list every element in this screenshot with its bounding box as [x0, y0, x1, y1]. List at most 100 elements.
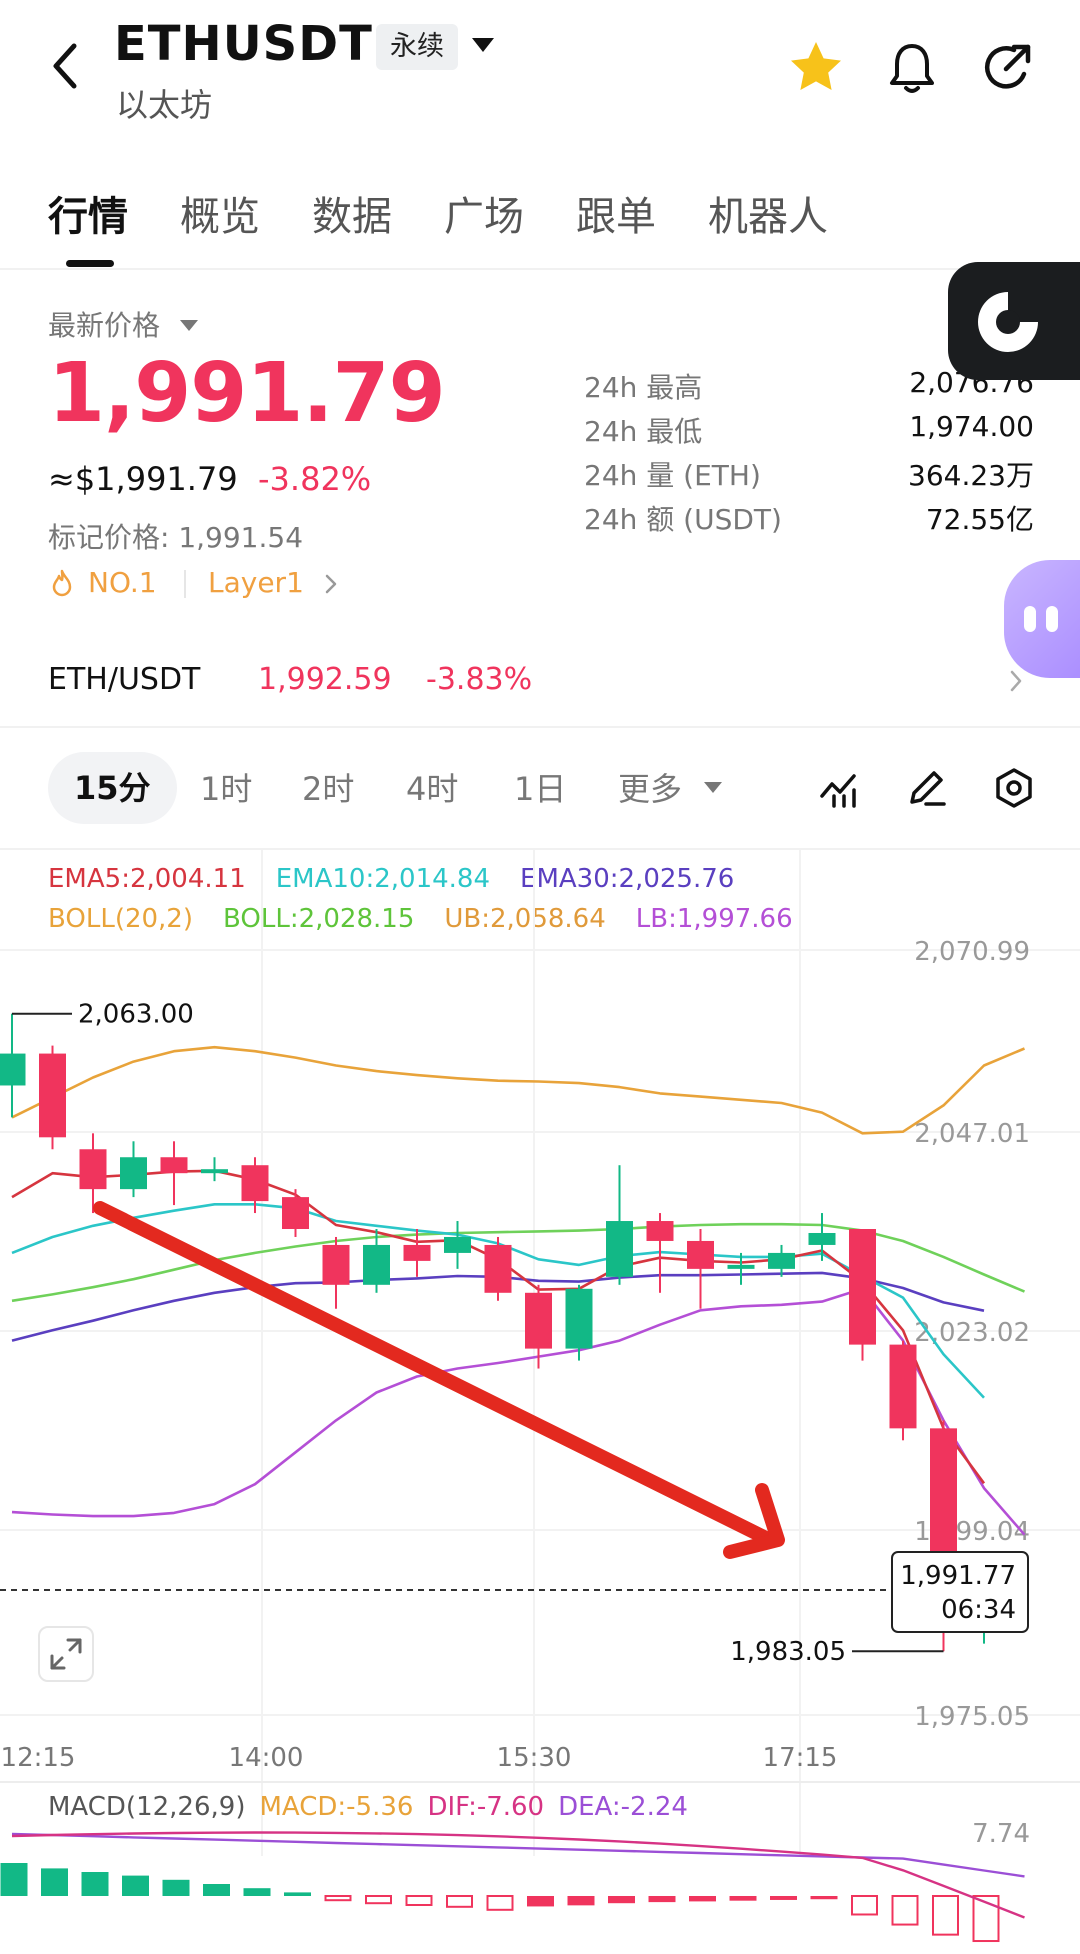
- assistant-float-button[interactable]: [1004, 560, 1080, 678]
- price-axis-label: 2,023.02: [914, 1318, 1030, 1348]
- chevron-down-icon[interactable]: [472, 38, 494, 52]
- share-icon[interactable]: [976, 36, 1040, 100]
- stat-label: 24h 最高: [584, 371, 703, 404]
- fire-icon: [52, 569, 72, 597]
- interval-15m[interactable]: 15分: [48, 752, 177, 824]
- fullscreen-button[interactable]: [38, 1626, 94, 1682]
- candle-body: [565, 1288, 593, 1349]
- indicator-icon[interactable]: [818, 766, 862, 810]
- stat-volume: 24h 量 (ETH) 364.23万: [584, 454, 1034, 494]
- header: ETHUSDT 永续 以太坊: [0, 0, 1080, 140]
- chevron-down-icon[interactable]: [180, 320, 198, 331]
- macd-bar: [122, 1875, 149, 1896]
- candle-body: [120, 1157, 147, 1190]
- candle-body: [403, 1244, 431, 1261]
- macd-bar: [41, 1868, 68, 1896]
- macd-bar: [932, 1895, 959, 1936]
- boll-legend: BOLL(20,2) BOLL:2,028.15 UB:2,058.64 LB:1,9…: [48, 904, 823, 934]
- chevron-right-icon[interactable]: [322, 572, 340, 596]
- macd-bar: [486, 1895, 514, 1911]
- interval-more[interactable]: 更多: [618, 770, 683, 808]
- back-icon[interactable]: [44, 36, 88, 96]
- macd-bar: [689, 1896, 716, 1902]
- macd-value: MACD:-5.36: [259, 1792, 414, 1822]
- macd-legend: MACD(12,26,9) MACD:-5.36 DIF:-7.60 DEA:-2.2…: [48, 1792, 718, 1822]
- time-axis-label: 14:00: [229, 1743, 304, 1773]
- macd-axis-label: 7.74: [972, 1819, 1030, 1849]
- divider: [0, 726, 1080, 728]
- macd-bar: [810, 1896, 838, 1900]
- ema10-value: EMA10:2,014.84: [275, 864, 491, 894]
- macd-bar: [770, 1896, 797, 1900]
- macd-bar: [405, 1895, 433, 1906]
- stat-label: 24h 额 (USDT): [584, 503, 782, 536]
- dea-value: DEA:-2.24: [558, 1792, 688, 1822]
- dif-line: [11, 1831, 1025, 1919]
- time-axis-label: 17:15: [763, 1743, 838, 1773]
- macd-bar: [0, 1863, 28, 1896]
- candle-body: [201, 1169, 228, 1174]
- candle-body: [687, 1240, 714, 1269]
- spot-pair-row[interactable]: ETH/USDT 1,992.59 -3.83%: [0, 652, 1080, 712]
- tab-market[interactable]: 行情: [48, 194, 128, 240]
- interval-2h[interactable]: 2时: [302, 770, 355, 808]
- tab-data[interactable]: 数据: [312, 194, 392, 240]
- candle-body: [444, 1236, 471, 1253]
- stat-value: 1,974.00: [909, 410, 1034, 443]
- sector-tag[interactable]: Layer1: [208, 566, 304, 599]
- mark-price: 标记价格: 1,991.54: [48, 521, 304, 554]
- price-axis-label: 2,047.01: [914, 1119, 1030, 1149]
- star-icon[interactable]: [784, 36, 848, 100]
- tag-divider: [184, 570, 186, 598]
- divider: [0, 848, 1080, 850]
- macd-bar: [81, 1872, 109, 1896]
- candle-body: [363, 1244, 390, 1285]
- chevron-down-icon[interactable]: [704, 782, 722, 793]
- macd-bar: [729, 1896, 757, 1901]
- settings-icon[interactable]: [992, 766, 1036, 810]
- main-tabs: 行情 概览 数据 广场 跟单 机器人: [0, 176, 1080, 268]
- rank-tag[interactable]: NO.1: [88, 566, 157, 599]
- candle-body: [241, 1165, 269, 1202]
- tab-copy-trade[interactable]: 跟单: [576, 194, 656, 240]
- dif-value: DIF:-7.60: [427, 1792, 545, 1822]
- macd-bar: [608, 1896, 635, 1904]
- ema5-line: [11, 1169, 986, 1485]
- draw-icon[interactable]: [904, 766, 948, 810]
- candle-body: [282, 1197, 309, 1230]
- tab-square[interactable]: 广场: [444, 194, 524, 240]
- contract-type-badge[interactable]: 永续: [376, 24, 458, 70]
- tab-bots[interactable]: 机器人: [708, 194, 828, 240]
- usd-price: ≈$1,991.79: [48, 460, 238, 498]
- stat-low: 24h 最低 1,974.00: [584, 410, 1034, 450]
- tab-overview[interactable]: 概览: [180, 194, 260, 240]
- macd-bar: [284, 1892, 311, 1896]
- chevron-right-icon[interactable]: [1008, 668, 1024, 694]
- spot-pair-name: ETH/USDT: [48, 662, 201, 697]
- price-axis-label: 2,070.99: [914, 937, 1030, 967]
- stat-turnover: 24h 额 (USDT) 72.55亿: [584, 498, 1034, 538]
- candle-body: [79, 1149, 107, 1190]
- macd-bar: [324, 1895, 352, 1902]
- kline-chart[interactable]: 2,070.992,047.012,023.021,999.041,975.05…: [0, 850, 1080, 1954]
- macd-bar: [891, 1895, 919, 1926]
- last-price-label[interactable]: 最新价格: [48, 309, 161, 342]
- macd-bar: [648, 1896, 676, 1903]
- candle-body: [0, 1053, 26, 1086]
- exchange-logo-float-button[interactable]: [948, 262, 1080, 380]
- candle-body: [727, 1264, 755, 1269]
- interval-bar: 15分 1时 2时 4时 1日 更多: [0, 752, 1080, 832]
- boll-value: BOLL:2,028.15: [223, 904, 415, 934]
- interval-1d[interactable]: 1日: [514, 770, 567, 808]
- time-axis-label: 15:30: [497, 1743, 572, 1773]
- interval-1h[interactable]: 1时: [200, 770, 253, 808]
- candle-body: [525, 1292, 552, 1349]
- interval-4h[interactable]: 4时: [406, 770, 459, 808]
- boll-lb-value: LB:1,997.66: [635, 904, 793, 934]
- current-price-box: [891, 1551, 1029, 1633]
- candle-body: [768, 1252, 795, 1269]
- time-axis-label: 12:15: [1, 1743, 76, 1773]
- last-price: 1,991.79: [48, 346, 446, 441]
- bell-icon[interactable]: [880, 36, 944, 100]
- price-change: -3.82%: [258, 460, 372, 498]
